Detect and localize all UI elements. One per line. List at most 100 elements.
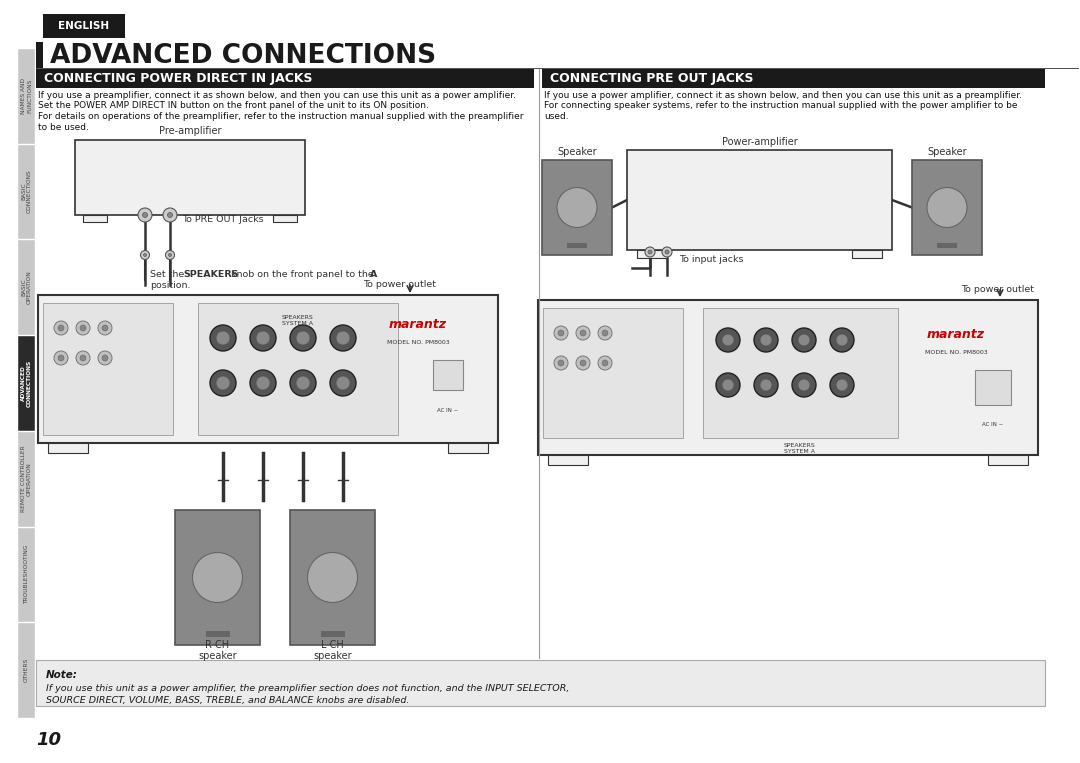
Circle shape [665, 250, 669, 254]
Circle shape [216, 376, 230, 390]
Text: L CH: L CH [321, 640, 343, 650]
Text: 10: 10 [36, 731, 60, 749]
Bar [43, 303, 173, 435]
Circle shape [291, 325, 316, 351]
Bar [433, 360, 463, 390]
Bar [852, 250, 882, 258]
Circle shape [76, 321, 90, 335]
Circle shape [163, 208, 177, 222]
Circle shape [296, 376, 310, 390]
Text: To input jacks: To input jacks [679, 256, 743, 265]
Bar [291, 510, 375, 645]
Text: BASIC
OPERATION: BASIC OPERATION [22, 270, 32, 304]
Text: REMOTE CONTROLLER
OPERATION: REMOTE CONTROLLER OPERATION [22, 446, 32, 512]
Text: NAMES AND
FUNCTIONS: NAMES AND FUNCTIONS [22, 78, 32, 114]
Circle shape [836, 334, 848, 346]
Text: SPEAKERS: SPEAKERS [183, 270, 239, 279]
Text: Speaker: Speaker [928, 147, 967, 157]
Circle shape [723, 334, 734, 346]
Bar [975, 370, 1011, 405]
Text: TROUBLESHOOTING: TROUBLESHOOTING [24, 545, 29, 604]
Bar [36, 42, 43, 68]
Bar [273, 215, 297, 222]
Circle shape [792, 328, 816, 352]
Circle shape [291, 370, 316, 396]
Text: ADVANCED
CONNECTIONS: ADVANCED CONNECTIONS [22, 359, 32, 407]
Circle shape [645, 247, 654, 257]
Bar [627, 150, 892, 250]
Circle shape [723, 379, 734, 391]
Bar [205, 631, 229, 637]
Circle shape [249, 370, 276, 396]
Bar [18, 336, 35, 431]
Bar [18, 527, 35, 623]
Circle shape [76, 351, 90, 365]
Text: CONNECTING POWER DIRECT IN JACKS: CONNECTING POWER DIRECT IN JACKS [44, 72, 312, 85]
Text: position.: position. [150, 281, 190, 290]
Circle shape [716, 373, 740, 397]
Circle shape [308, 552, 357, 603]
Text: SPEAKERS
SYSTEM A: SPEAKERS SYSTEM A [784, 443, 815, 454]
Circle shape [648, 250, 652, 254]
Circle shape [927, 188, 967, 227]
Circle shape [54, 351, 68, 365]
Circle shape [558, 330, 564, 336]
Circle shape [836, 379, 848, 391]
Text: Pre-amplifier: Pre-amplifier [159, 126, 221, 136]
Circle shape [557, 188, 597, 227]
Circle shape [754, 373, 778, 397]
Circle shape [98, 321, 112, 335]
Circle shape [831, 373, 854, 397]
Bar [567, 243, 588, 248]
Bar [75, 140, 305, 215]
Circle shape [760, 379, 772, 391]
Bar [36, 67, 1079, 69]
Circle shape [54, 321, 68, 335]
Text: A: A [370, 270, 377, 279]
Bar [36, 660, 1045, 706]
Circle shape [102, 325, 108, 331]
Text: ADVANCED CONNECTIONS: ADVANCED CONNECTIONS [50, 43, 436, 69]
Circle shape [98, 351, 112, 365]
Bar [36, 69, 534, 88]
Circle shape [760, 334, 772, 346]
Bar [542, 69, 1045, 88]
Circle shape [598, 356, 612, 370]
Circle shape [330, 370, 356, 396]
Circle shape [716, 328, 740, 352]
Text: used.: used. [544, 112, 569, 121]
Bar [83, 215, 107, 222]
Bar [38, 295, 498, 443]
Circle shape [576, 356, 590, 370]
Bar [175, 510, 260, 645]
Circle shape [330, 325, 356, 351]
Bar [548, 455, 588, 465]
Text: To power outlet: To power outlet [364, 280, 436, 289]
Text: OTHERS: OTHERS [24, 658, 29, 682]
Bar [18, 623, 35, 718]
Bar [321, 631, 345, 637]
Bar [912, 160, 982, 255]
Text: speaker: speaker [199, 651, 237, 661]
Circle shape [602, 360, 608, 366]
Circle shape [256, 376, 270, 390]
Circle shape [754, 328, 778, 352]
Circle shape [168, 253, 172, 256]
Circle shape [554, 356, 568, 370]
Bar [703, 308, 897, 438]
Circle shape [554, 326, 568, 340]
Circle shape [831, 328, 854, 352]
Bar [988, 455, 1028, 465]
Bar [198, 303, 399, 435]
Circle shape [336, 376, 350, 390]
Text: speaker: speaker [313, 651, 352, 661]
Text: R CH: R CH [205, 640, 230, 650]
Bar [538, 300, 1038, 455]
Circle shape [143, 213, 148, 217]
Text: to be used.: to be used. [38, 123, 89, 131]
Text: To power outlet: To power outlet [961, 285, 1035, 294]
Text: Set the POWER AMP DIRECT IN button on the front panel of the unit to its ON posi: Set the POWER AMP DIRECT IN button on th… [38, 101, 429, 111]
Bar [637, 250, 667, 258]
Circle shape [792, 373, 816, 397]
Circle shape [580, 360, 586, 366]
